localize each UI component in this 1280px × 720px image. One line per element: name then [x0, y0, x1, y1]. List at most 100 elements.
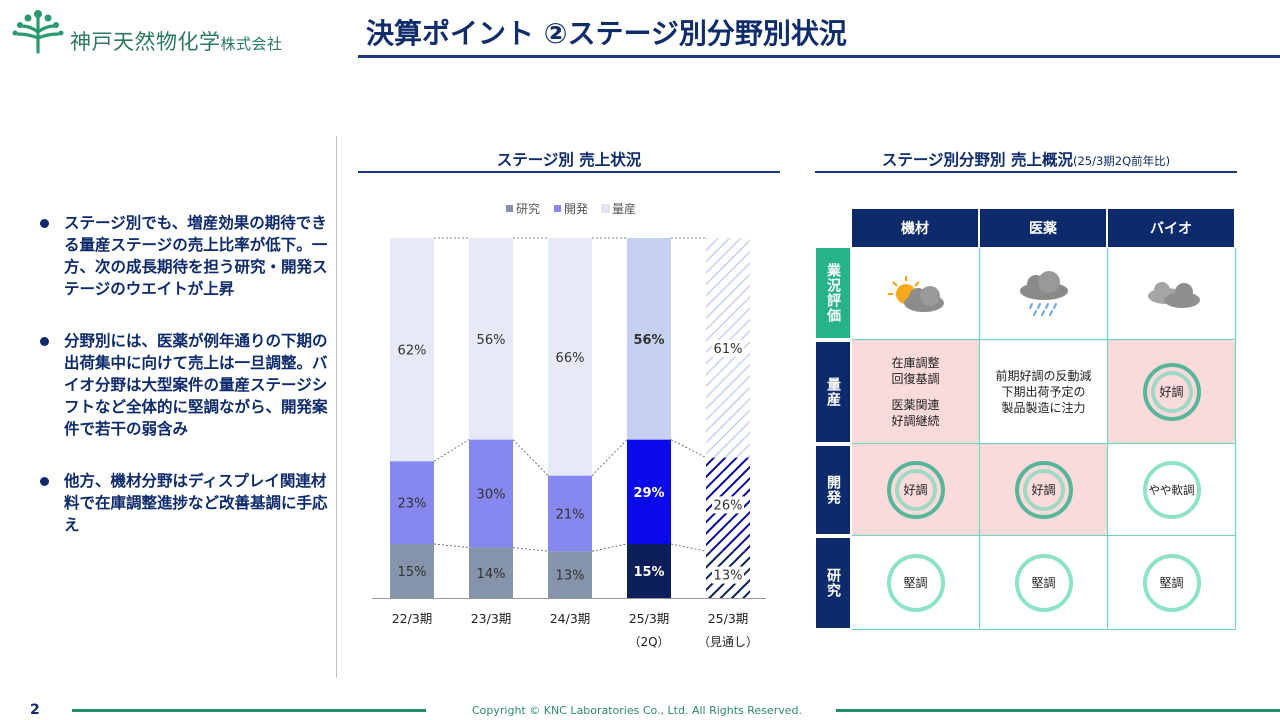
- category-label: 23/3期: [471, 611, 512, 626]
- cell-text-line: 好調継続: [891, 413, 940, 428]
- data-label: 15%: [398, 565, 427, 580]
- company-logo-icon: [12, 10, 64, 54]
- matrix-title-underline: [815, 171, 1237, 173]
- bar-segment: [469, 439, 513, 548]
- legend-swatch: [554, 205, 561, 212]
- category-label: 25/3期: [708, 611, 749, 626]
- category-sublabel: （見通し）: [698, 635, 758, 649]
- matrix-cell-equipment-research: 堅調: [852, 536, 980, 630]
- data-label: 23%: [398, 497, 427, 512]
- status-label: 堅調: [1159, 575, 1184, 590]
- matrix-cell-pharma-dev: 好調: [980, 444, 1108, 536]
- bullet-dot-icon: [40, 219, 49, 228]
- status-ring: 堅調: [1142, 553, 1201, 612]
- footer-rule-right: [836, 709, 1280, 712]
- status-label: 好調: [1031, 482, 1056, 497]
- status-ring: 堅調: [886, 553, 945, 612]
- cell-text-line: 製品製造に注力: [1001, 400, 1086, 415]
- row-header-research: 研究: [816, 538, 850, 628]
- category-label: 25/3期: [629, 611, 670, 626]
- column-header-pharma: 医薬: [980, 209, 1106, 247]
- cell-text-line: 在庫調整: [891, 355, 940, 370]
- status-ring: 好調: [1142, 362, 1201, 421]
- connector-line: [591, 543, 628, 552]
- matrix-cell-pharma-outlook: [980, 248, 1108, 340]
- matrix-cell-equipment-outlook: [852, 248, 980, 340]
- copyright-text: Copyright © KNC Laboratories Co., Ltd. A…: [472, 704, 802, 717]
- data-label-bg: [712, 339, 744, 357]
- bullet-item: 分野別には、医薬が例年通りの下期の出荷集中に向けて売上は一旦調整。バイオ分野は大…: [40, 330, 330, 440]
- cell-text-line: 回復基調: [891, 371, 940, 386]
- row-header-mass-production: 量産: [816, 342, 850, 442]
- legend-swatch: [601, 204, 610, 213]
- bullet-text: 分野別には、医薬が例年通りの下期の出荷集中に向けて売上は一旦調整。バイオ分野は大…: [64, 332, 328, 438]
- data-label: 62%: [398, 344, 427, 359]
- category-label: 22/3期: [392, 611, 433, 626]
- chart-title-underline: [358, 171, 780, 173]
- legend-swatch: [506, 205, 513, 212]
- cell-text-line: 下期出荷予定の: [1001, 384, 1086, 399]
- cloud-icon: [1147, 281, 1200, 308]
- bullet-dot-icon: [40, 337, 49, 346]
- bar-segment: [390, 238, 434, 462]
- data-label: 61%: [714, 342, 743, 357]
- bar-segment: [390, 461, 434, 544]
- bar-segment: [469, 238, 513, 440]
- data-label: 29%: [633, 486, 664, 501]
- status-label: 好調: [903, 482, 928, 497]
- data-label: 56%: [633, 333, 664, 348]
- sun-cloud-icon: [887, 275, 944, 312]
- data-label: 21%: [556, 507, 585, 522]
- category-label: 24/3期: [550, 611, 591, 626]
- data-label: 15%: [633, 565, 664, 580]
- column-header-bio: バイオ: [1108, 209, 1234, 247]
- category-sublabel: （2Q）: [628, 635, 669, 649]
- status-ring: 好調: [1014, 460, 1073, 519]
- data-label: 56%: [477, 333, 506, 348]
- cell-text-line: 前期好調の反動減: [995, 368, 1092, 383]
- data-label: 13%: [714, 569, 743, 584]
- bar-segment: [627, 544, 671, 598]
- rain-cloud-icon: [1019, 270, 1068, 316]
- data-label: 26%: [714, 498, 743, 513]
- legend-label: 開発: [564, 202, 588, 216]
- bar-segment: [548, 551, 592, 598]
- bar-segment: [548, 238, 592, 476]
- bar-segment: [627, 238, 671, 440]
- company-name-main: 神戸天然物化学: [70, 30, 221, 54]
- connector-line: [433, 439, 470, 462]
- matrix-cell-bio-outlook: [1108, 248, 1236, 340]
- bullet-text: 他方、機材分野はディスプレイ関連材料で在庫調整進捗など改善基調に手応え: [64, 472, 328, 534]
- bar-segment: [548, 475, 592, 552]
- matrix-title-note: (25/3期2Q前年比): [1072, 154, 1171, 168]
- cell-text-line: 医薬関連: [891, 397, 940, 412]
- bullet-item: 他方、機材分野はディスプレイ関連材料で在庫調整進捗など改善基調に手応え: [40, 470, 330, 536]
- matrix-cell-pharma-research: 堅調: [980, 536, 1108, 630]
- data-label-bg: [712, 496, 744, 514]
- page-title: 決算ポイント ②ステージ別分野別状況: [366, 17, 847, 50]
- bullet-dot-icon: [40, 477, 49, 486]
- bullet-text: ステージ別でも、増産効果の期待できる量産ステージの売上比率が低下。一方、次の成長…: [64, 214, 328, 298]
- legend-label: 量産: [612, 201, 636, 216]
- matrix-cell-bio-research: 堅調: [1108, 536, 1236, 630]
- connector-line: [512, 439, 549, 476]
- matrix-cell-bio-dev: やや軟調: [1108, 444, 1236, 536]
- status-label: 堅調: [1031, 575, 1056, 590]
- status-label: 堅調: [903, 575, 928, 590]
- summary-bullet-list: ステージ別でも、増産効果の期待できる量産ステージの売上比率が低下。一方、次の成長…: [40, 212, 330, 566]
- status-ring: 堅調: [1014, 553, 1073, 612]
- matrix-cell-bio-mass: 好調: [1108, 340, 1236, 444]
- row-header-development: 開発: [816, 446, 850, 534]
- bar-segment: [627, 439, 671, 544]
- matrix-title: ステージ別分野別 売上概況(25/3期2Q前年比): [815, 148, 1237, 170]
- page-number: 2: [30, 702, 40, 718]
- bar-segment: [390, 544, 434, 598]
- column-header-equipment: 機材: [852, 209, 978, 247]
- status-label: 好調: [1159, 384, 1184, 399]
- bar-segment: [469, 547, 513, 598]
- data-label: 66%: [556, 351, 585, 366]
- legend-label: 研究: [516, 201, 540, 216]
- connector-line: [591, 439, 628, 476]
- chart-title: ステージ別 売上状況: [496, 151, 642, 169]
- stage-sales-chart: 研究 開発 量産 15% 23% 62% 14% 30% 56% 13% 21% 66% 15% 29% 5…: [372, 201, 766, 649]
